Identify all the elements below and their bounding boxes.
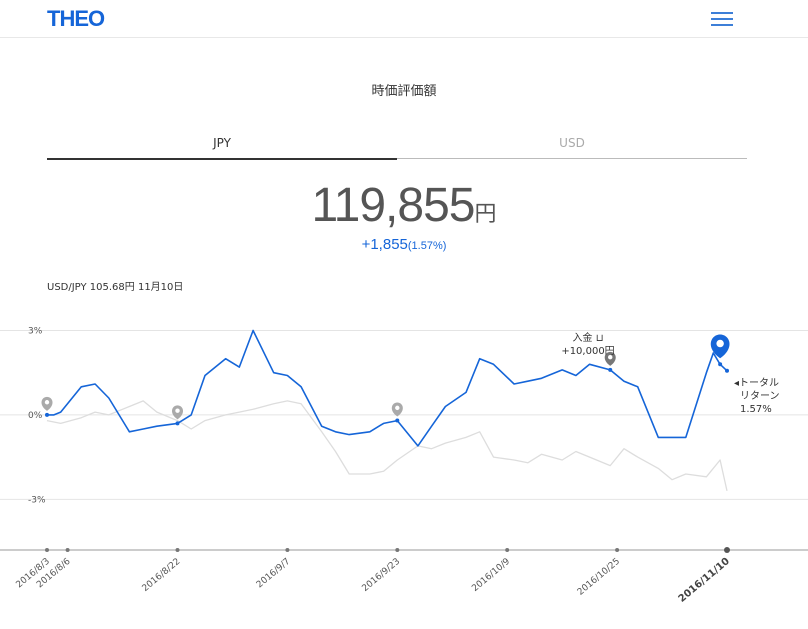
x-tick-dot bbox=[65, 548, 70, 552]
event-pin-icon bbox=[41, 396, 53, 417]
menu-line bbox=[711, 12, 733, 14]
x-tick-dot bbox=[45, 548, 49, 552]
event-pin-icon bbox=[604, 351, 616, 372]
theo-logo[interactable]: THEO bbox=[47, 6, 105, 31]
pin-hole bbox=[716, 339, 724, 348]
data-point bbox=[45, 412, 49, 417]
total-return-label-1: トータル bbox=[739, 378, 780, 389]
change-amount: +1,855 bbox=[361, 236, 408, 253]
y-tick-label: 3% bbox=[28, 327, 43, 337]
pin-hole bbox=[395, 405, 400, 411]
total-return-annotation: ◂トータル リターン 1.57% bbox=[734, 377, 794, 416]
x-tick-dot bbox=[615, 548, 620, 552]
valuation-change: +1,855(1.57%) bbox=[0, 236, 808, 254]
deposit-amount: +10,000円 bbox=[561, 346, 615, 357]
deposit-annotation: 入金 ⊔ +10,000円 bbox=[555, 332, 621, 358]
y-tick-label: 0% bbox=[28, 411, 43, 421]
event-pin-icon bbox=[391, 402, 403, 423]
menu-line bbox=[711, 24, 733, 26]
data-point bbox=[718, 362, 723, 367]
x-tick-dot bbox=[395, 548, 400, 552]
deposit-label: 入金 bbox=[572, 333, 593, 344]
pointer-left-icon: ◂ bbox=[734, 378, 740, 389]
valuation-amount: 119,855円 bbox=[0, 178, 808, 233]
x-tick-label: 2016/11/10 bbox=[677, 556, 732, 605]
valuation-unit: 円 bbox=[474, 201, 497, 226]
hamburger-menu-icon[interactable] bbox=[711, 12, 733, 26]
menu-line bbox=[711, 18, 733, 20]
x-tick-label: 2016/9/23 bbox=[360, 557, 402, 594]
x-tick-dot bbox=[505, 548, 510, 552]
data-point bbox=[608, 367, 613, 372]
currency-tabs: JPY USD bbox=[47, 135, 747, 160]
tab-usd[interactable]: USD bbox=[397, 135, 747, 159]
total-return-value: 1.57% bbox=[740, 404, 772, 415]
x-tick-dot bbox=[724, 547, 730, 553]
pin-hole bbox=[44, 400, 50, 405]
deposit-icon: ⊔ bbox=[595, 333, 604, 344]
x-tick-label: 2016/8/22 bbox=[141, 557, 183, 594]
valuation-number: 119,855 bbox=[311, 179, 476, 232]
change-percent: (1.57%) bbox=[407, 240, 447, 252]
portfolio-line bbox=[47, 329, 728, 447]
pin-hole bbox=[175, 408, 180, 413]
y-tick-label: -3% bbox=[28, 495, 46, 505]
total-return-label-2: リターン bbox=[740, 391, 780, 402]
tab-jpy[interactable]: JPY bbox=[47, 135, 397, 160]
page-title: 時価評価額 bbox=[371, 84, 437, 99]
app-header: THEO bbox=[0, 0, 808, 38]
x-tick-dot bbox=[175, 548, 180, 552]
fx-rate: USD/JPY 105.68円 11月10日 bbox=[47, 282, 184, 293]
benchmark-line bbox=[46, 400, 728, 492]
x-tick-dot bbox=[285, 548, 290, 552]
data-point bbox=[175, 421, 180, 426]
data-point bbox=[395, 418, 400, 423]
x-tick-label: 2016/10/9 bbox=[470, 556, 512, 593]
current-location-pin-icon bbox=[710, 334, 730, 367]
event-pin-icon bbox=[171, 405, 184, 426]
last-data-point bbox=[725, 368, 729, 373]
x-tick-label: 2016/9/7 bbox=[255, 557, 292, 591]
x-tick-label: 2016/10/25 bbox=[576, 557, 622, 598]
pin-hole bbox=[608, 355, 613, 360]
